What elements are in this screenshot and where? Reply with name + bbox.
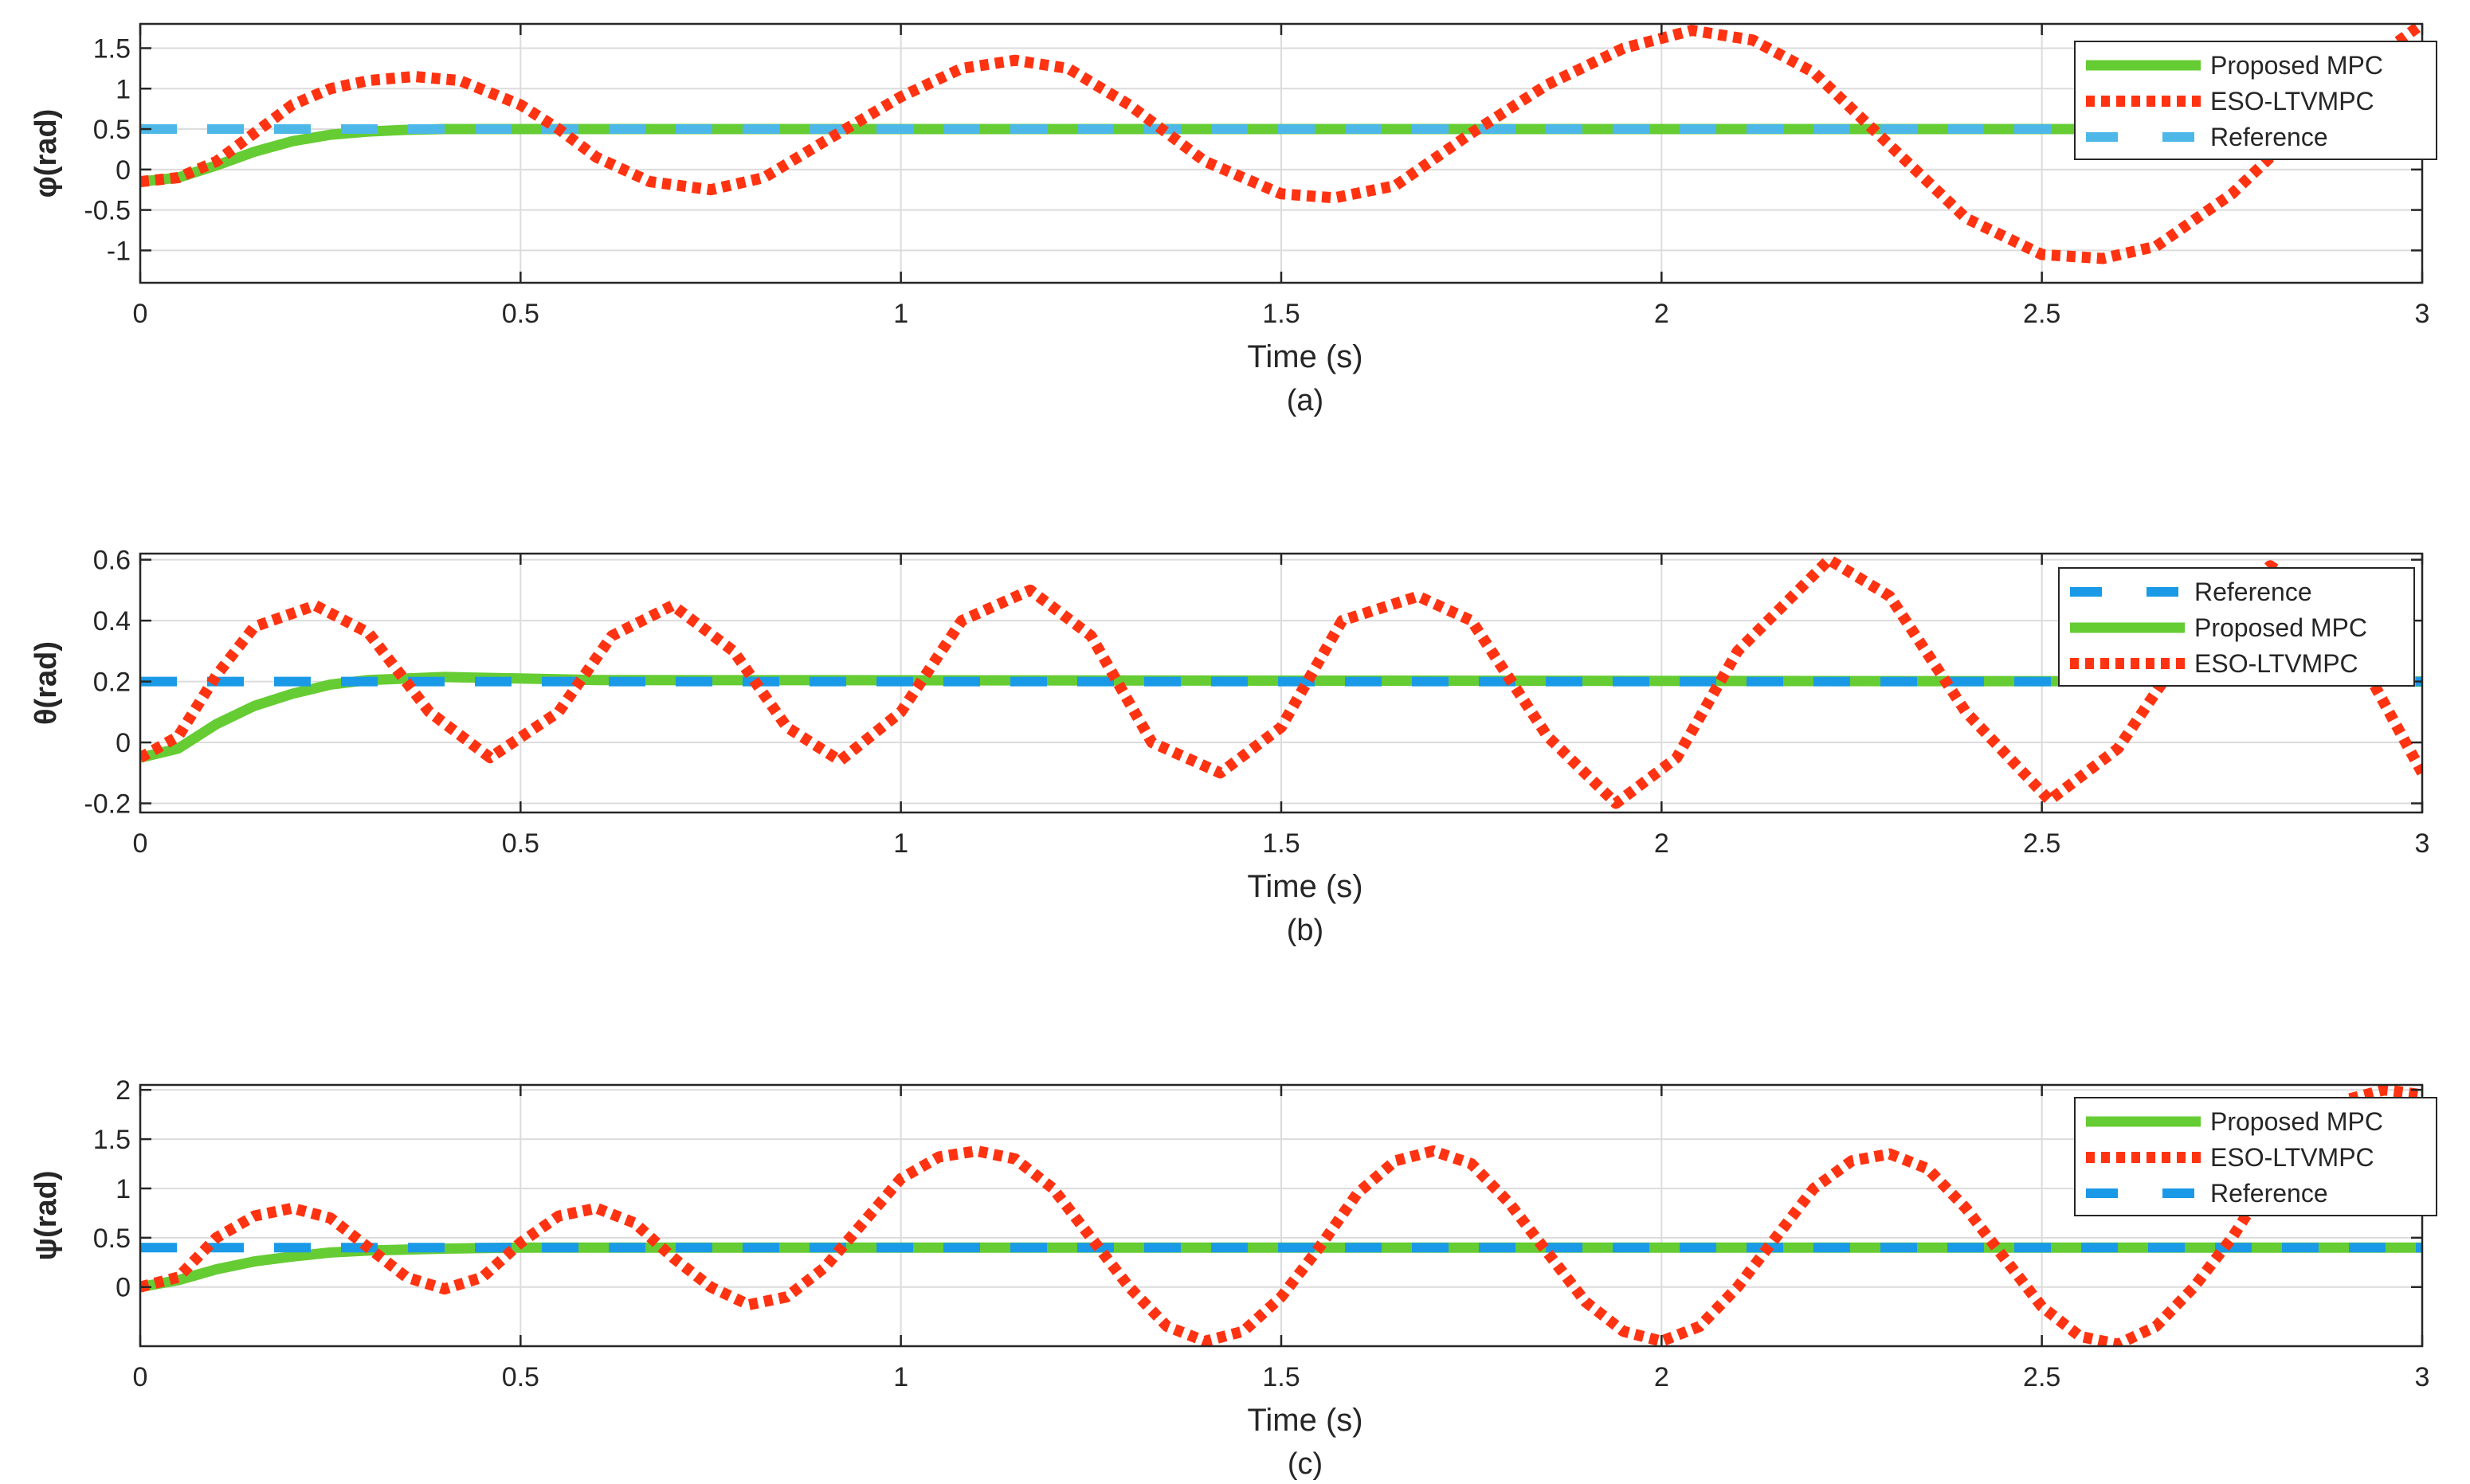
x-tick-label: 1.5 (1262, 828, 1300, 859)
legend: Proposed MPC ESO-LTVMPC Reference (2074, 41, 2437, 160)
x-tick-label: 1.5 (1262, 299, 1300, 329)
x-tick-label: 1 (893, 1362, 908, 1392)
x-tick-label: 3 (2415, 1362, 2430, 1392)
subplot-caption: (b) (1287, 914, 1323, 947)
series-line-eso-ltvmpc (140, 554, 2422, 809)
x-tick-label: 0 (133, 828, 148, 859)
series-line-eso-ltvmpc (140, 24, 2422, 264)
x-tick-label: 2 (1654, 299, 1669, 329)
legend-label: Reference (2210, 123, 2328, 151)
y-tick-label: 0 (116, 155, 131, 186)
subplot-caption: (a) (1287, 384, 1323, 417)
y-axis-label: ψ(rad) (29, 1170, 63, 1260)
y-tick-label: 0.4 (93, 606, 131, 636)
y-tick-label: 1 (116, 74, 131, 104)
y-tick-label: 1.5 (93, 33, 131, 64)
series-group (140, 1085, 2422, 1346)
x-tick-label: 2.5 (2023, 1362, 2060, 1392)
x-tick-label: 3 (2415, 299, 2430, 329)
x-axis-label: Time (s) (1247, 339, 1362, 374)
legend-label: Proposed MPC (2210, 51, 2383, 80)
y-tick-label: 0.5 (93, 115, 131, 145)
series-group (140, 24, 2422, 264)
x-tick-label: 2.5 (2023, 828, 2060, 859)
x-tick-label: 2 (1654, 1362, 1669, 1392)
legend-label: Reference (2210, 1179, 2328, 1208)
y-axis-label: θ(rad) (29, 641, 63, 725)
y-tick-label: 0.6 (93, 546, 131, 576)
legend-label: Reference (2194, 578, 2312, 606)
legend: Reference Proposed MPC ESO-LTVMPC (2058, 567, 2415, 687)
x-tick-label: 0.5 (502, 299, 539, 329)
x-tick-label: 3 (2415, 828, 2430, 859)
y-tick-label: 0.2 (93, 668, 131, 698)
y-axis-label: φ(rad) (29, 109, 63, 198)
x-tick-label: 0.5 (502, 1362, 539, 1392)
y-tick-label: 1.5 (93, 1125, 131, 1155)
y-tick-label: 2 (116, 1075, 131, 1106)
chart-panel-a: 0 0.5 1 1.5 2 2.5 3 -1 -0.5 0 0.5 1 1.5 Time (s) (a) φ(… (29, 22, 2437, 417)
legend-label: Proposed MPC (2194, 613, 2367, 642)
x-tick-label: 0.5 (502, 828, 539, 859)
y-tick-label: -1 (107, 236, 131, 266)
x-tick-label: 1 (893, 299, 908, 329)
legend-label: ESO-LTVMPC (2210, 1143, 2374, 1172)
y-tick-label: 0.5 (93, 1224, 131, 1254)
y-tick-label: -0.2 (84, 789, 131, 820)
x-axis-label: Time (s) (1247, 869, 1362, 904)
legend-label: ESO-LTVMPC (2194, 649, 2358, 678)
x-tick-label: 0 (133, 299, 148, 329)
legend: Proposed MPC ESO-LTVMPC Reference (2074, 1097, 2437, 1216)
y-tick-label: 0 (116, 728, 131, 758)
series-line-eso-ltvmpc (140, 1085, 2422, 1346)
x-tick-label: 2.5 (2023, 299, 2060, 329)
y-tick-label: 0 (116, 1273, 131, 1303)
x-axis-label: Time (s) (1247, 1403, 1362, 1438)
x-tick-label: 0 (133, 1362, 148, 1392)
legend-label: ESO-LTVMPC (2210, 87, 2374, 116)
x-tick-label: 2 (1654, 828, 1669, 859)
x-tick-label: 1.5 (1262, 1362, 1300, 1392)
legend-label: Proposed MPC (2210, 1107, 2383, 1136)
x-tick-label: 1 (893, 828, 908, 859)
series-group (140, 554, 2422, 809)
subplot-caption: (c) (1288, 1447, 1323, 1480)
y-tick-label: 1 (116, 1174, 131, 1204)
chart-panel-c: 0 0.5 1 1.5 2 2.5 3 0 0.5 1 1.5 2 Time (s) (c) ψ(rad) P… (29, 1075, 2437, 1481)
y-tick-label: -0.5 (84, 196, 131, 226)
